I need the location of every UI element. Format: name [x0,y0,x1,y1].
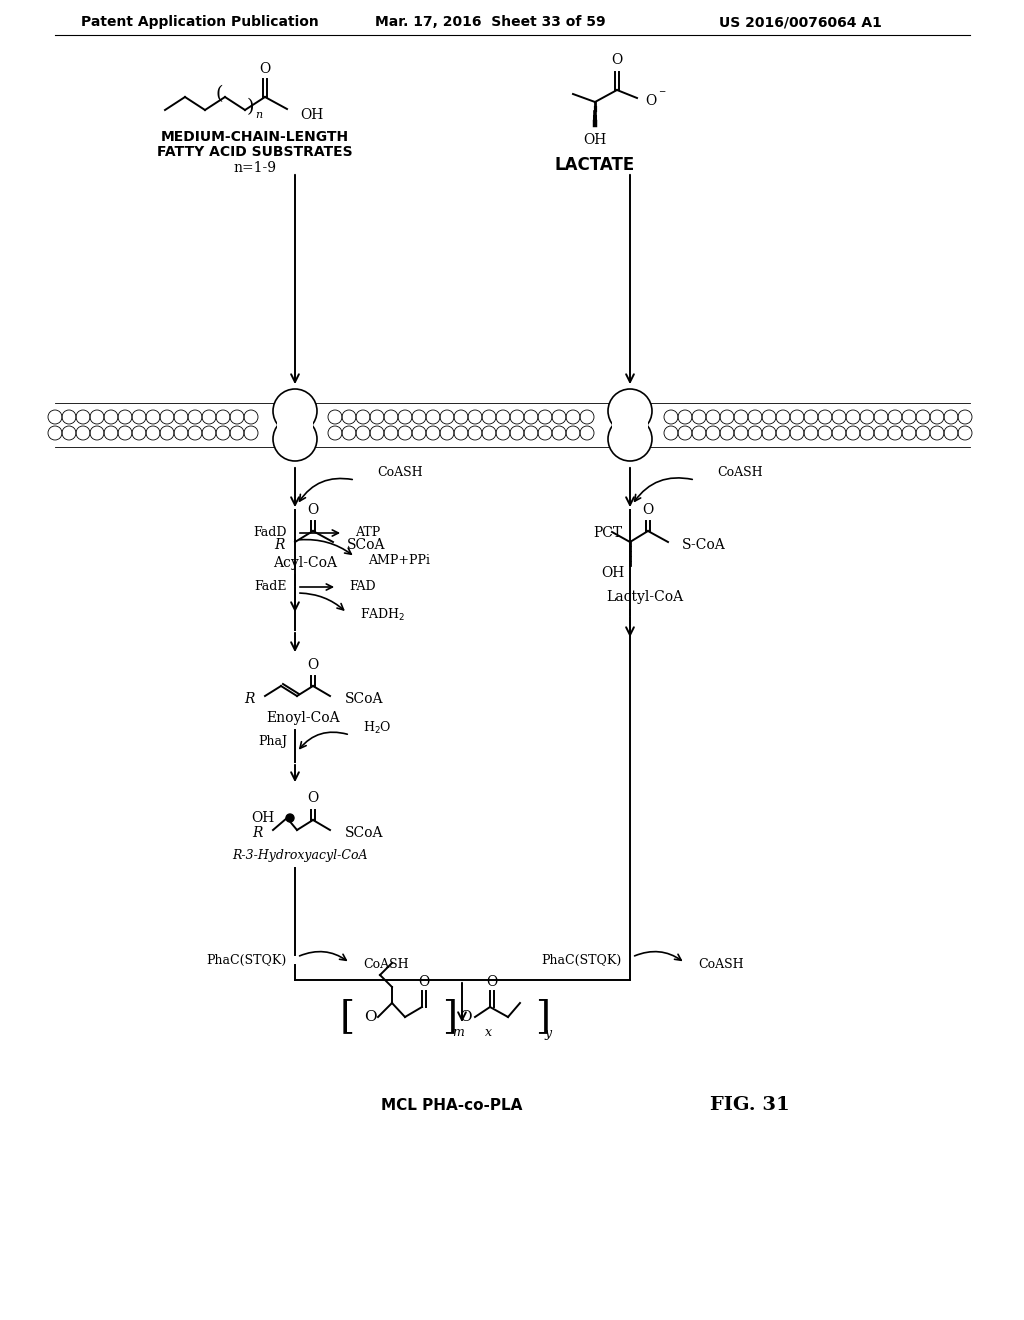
Text: PhaC(STQK): PhaC(STQK) [542,953,622,966]
Text: AMP+PPi: AMP+PPi [368,553,430,566]
Text: [: [ [340,998,355,1035]
Text: FadD: FadD [254,527,287,540]
Text: n: n [255,110,262,120]
Bar [612,405,648,445]
Text: x: x [484,1027,492,1040]
Text: y: y [544,1027,551,1040]
Text: O: O [486,975,498,989]
Text: ]: ] [442,998,457,1035]
Text: ): ) [247,98,255,116]
Text: CoASH: CoASH [698,958,743,972]
Text: O: O [419,975,430,989]
Text: SCoA: SCoA [345,826,384,840]
Text: O: O [642,503,653,517]
Text: OH: OH [602,566,625,579]
Text: Enoyl-CoA: Enoyl-CoA [266,711,340,725]
Circle shape [273,389,317,433]
Text: O: O [364,1010,376,1024]
Text: m: m [452,1027,464,1040]
Circle shape [608,389,652,433]
Text: FATTY ACID SUBSTRATES: FATTY ACID SUBSTRATES [158,145,353,158]
Circle shape [608,417,652,461]
Text: OH: OH [300,108,324,121]
Circle shape [286,814,294,822]
Text: Patent Application Publication: Patent Application Publication [81,15,318,29]
Text: n=1-9: n=1-9 [233,161,276,176]
Text: O: O [611,53,623,67]
Text: PCT: PCT [593,525,622,540]
Text: AtoD: AtoD [614,426,645,437]
Text: FadE: FadE [255,581,287,594]
Text: CoASH: CoASH [377,466,423,479]
Text: AtoA: AtoA [615,412,645,424]
Text: US 2016/0076064 A1: US 2016/0076064 A1 [719,15,882,29]
Text: O: O [459,1010,471,1024]
Text: O: O [307,657,318,672]
Text: MCL PHA-co-PLA: MCL PHA-co-PLA [381,1097,522,1113]
Text: O: O [645,94,656,108]
Text: R-3-Hydroxyacyl-CoA: R-3-Hydroxyacyl-CoA [232,849,368,862]
Text: PhaJ: PhaJ [258,735,287,748]
Text: SCoA: SCoA [347,539,385,552]
Circle shape [273,417,317,461]
Text: OH: OH [584,133,606,147]
Text: ]: ] [535,998,550,1035]
Text: FAD: FAD [349,581,376,594]
Text: SCoA: SCoA [345,692,384,706]
Text: LACTATE: LACTATE [555,156,635,174]
Text: O: O [307,791,318,805]
Text: Lactyl-CoA: Lactyl-CoA [606,590,684,605]
Text: MEDIUM-CHAIN-LENGTH: MEDIUM-CHAIN-LENGTH [161,129,349,144]
Text: R: R [253,826,263,840]
Text: CoASH: CoASH [362,958,409,972]
Text: FadL: FadL [279,418,312,432]
Text: Acyl-CoA: Acyl-CoA [273,556,337,570]
Text: O: O [307,503,318,517]
Text: H$_2$O: H$_2$O [362,719,391,737]
Text: CoASH: CoASH [717,466,763,479]
Text: FADH$_2$: FADH$_2$ [360,607,406,623]
Text: ATP: ATP [355,527,380,540]
Text: Mar. 17, 2016  Sheet 33 of 59: Mar. 17, 2016 Sheet 33 of 59 [375,15,605,29]
Text: O: O [259,62,270,77]
Text: PhaC(STQK): PhaC(STQK) [207,953,287,966]
Text: R: R [245,692,255,706]
Text: (: ( [215,84,223,103]
Text: OH: OH [252,810,275,825]
Bar [278,407,313,444]
Text: $\mathdefault{^-}$: $\mathdefault{^-}$ [657,88,668,102]
Text: R: R [274,539,285,552]
Text: FIG. 31: FIG. 31 [710,1096,790,1114]
Text: S-CoA: S-CoA [682,539,726,552]
